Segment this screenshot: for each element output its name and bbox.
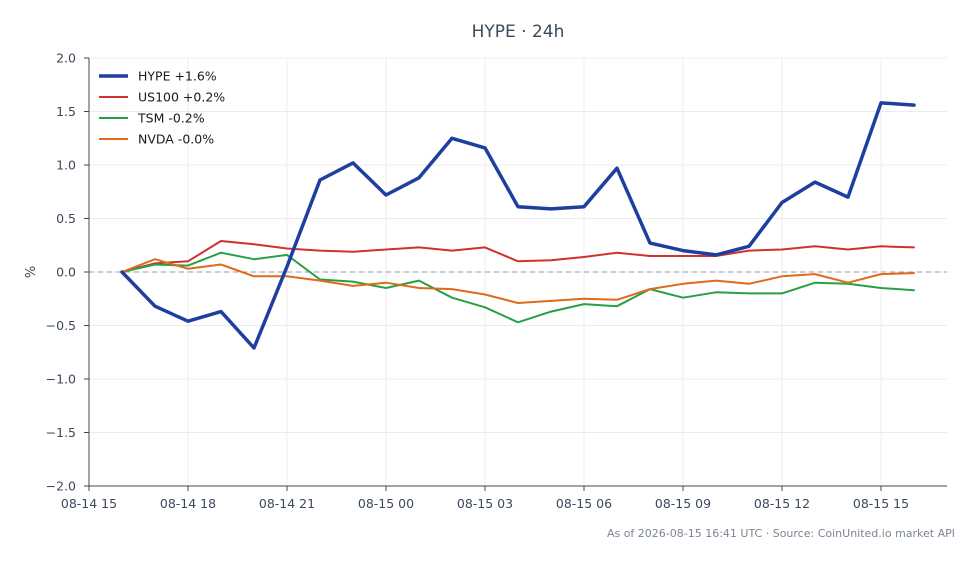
series-line-us100 [121,240,915,273]
series-line-nvda [121,258,915,304]
x-tick-label: 08-15 06 [556,496,612,511]
footer-source: As of 2026-08-15 16:41 UTC · Source: Coi… [607,527,955,540]
y-tick-label: −2.0 [46,479,76,494]
y-axis-label: % [24,266,39,278]
x-tick-label: 08-14 18 [160,496,216,511]
series-group [120,101,916,350]
legend-label-nvda: NVDA -0.0% [138,132,214,147]
legend-label-us100: US100 +0.2% [138,90,225,105]
y-tick-label: 2.0 [56,51,76,66]
x-tick-label: 08-15 03 [457,496,513,511]
x-ticks: 08-14 15 08-14 18 08-14 21 08-15 00 08-15 03… [61,486,909,511]
y-tick-label: −1.0 [46,372,76,387]
x-tick-label: 08-15 00 [358,496,414,511]
y-tick-label: 0.0 [56,265,76,280]
series-line-hype [120,101,916,350]
series-line-tsm [121,251,915,324]
x-tick-label: 08-15 12 [754,496,810,511]
y-ticks: 2.0 1.5 1.0 0.5 0.0 −0.5 −1.0 −1.5 −2.0 [46,51,89,494]
x-tick-label: 08-15 09 [655,496,711,511]
legend-label-tsm: TSM -0.2% [137,111,205,126]
y-tick-label: 1.0 [56,158,76,173]
y-tick-label: −1.5 [46,425,76,440]
legend: HYPE +1.6% US100 +0.2% TSM -0.2% NVDA -0.0% [99,69,225,147]
x-tick-label: 08-14 21 [259,496,315,511]
y-tick-label: 0.5 [56,211,76,226]
y-tick-label: 1.5 [56,104,76,119]
x-tick-label: 08-14 15 [61,496,117,511]
x-tick-label: 08-15 15 [853,496,909,511]
chart-title: HYPE · 24h [472,22,565,42]
y-tick-label: −0.5 [46,318,76,333]
legend-label-hype: HYPE +1.6% [138,69,217,84]
